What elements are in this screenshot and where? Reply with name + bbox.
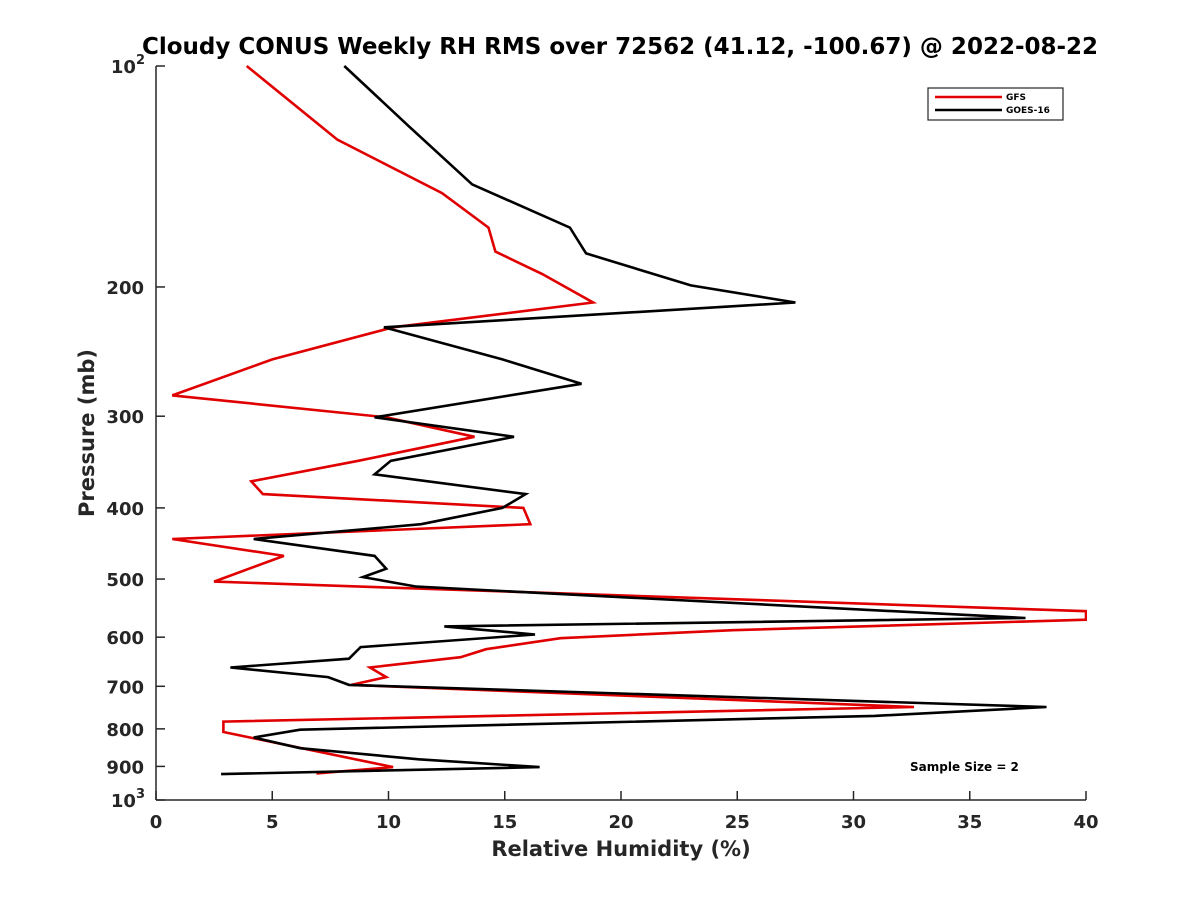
series-line-goes16 [221, 65, 1047, 776]
y-tick-exponent: 2 [136, 53, 145, 68]
x-tick-label: 30 [841, 812, 866, 833]
y-axis-label: Pressure (mb) [75, 349, 99, 517]
y-tick-base: 10 [111, 791, 136, 812]
x-axis-label: Relative Humidity (%) [491, 837, 750, 861]
x-tick-label: 20 [608, 812, 633, 833]
sample-size-annotation: Sample Size = 2 [910, 760, 1019, 774]
y-tick-exponent: 3 [136, 787, 145, 802]
legend-box [927, 87, 1064, 121]
y-tick-label: 500 [106, 570, 144, 591]
y-tick-label: 102 [111, 53, 145, 78]
x-tick-label: 15 [492, 812, 517, 833]
x-tick-label: 0 [150, 812, 163, 833]
y-tick-label: 900 [106, 757, 144, 778]
x-tick-label: 40 [1073, 812, 1098, 833]
x-tick-label: 25 [725, 812, 750, 833]
y-tick-label: 400 [106, 499, 144, 520]
series-lines [171, 64, 1087, 776]
y-tick-label: 800 [106, 720, 144, 741]
y-tick-label: 300 [106, 407, 144, 428]
x-tick-label: 10 [376, 812, 401, 833]
legend: GFS GOES-16 [927, 87, 1064, 121]
series-line-gfs [171, 64, 1087, 775]
legend-label-gfs: GFS [1006, 93, 1026, 103]
y-tick-label: 700 [106, 677, 144, 698]
x-tick-label: 5 [266, 812, 279, 833]
plot-area [155, 66, 1086, 801]
y-tick-label: 200 [106, 278, 144, 299]
y-tick-label: 600 [106, 628, 144, 649]
y-tick-label: 103 [111, 787, 145, 812]
x-axis-ticks: 0 5 10 15 20 25 30 35 40 [150, 791, 1099, 833]
y-tick-base: 10 [111, 57, 136, 78]
legend-label-goes16: GOES-16 [1006, 106, 1050, 116]
x-tick-label: 35 [957, 812, 982, 833]
chart-title: Cloudy CONUS Weekly RH RMS over 72562 (4… [142, 34, 1098, 60]
